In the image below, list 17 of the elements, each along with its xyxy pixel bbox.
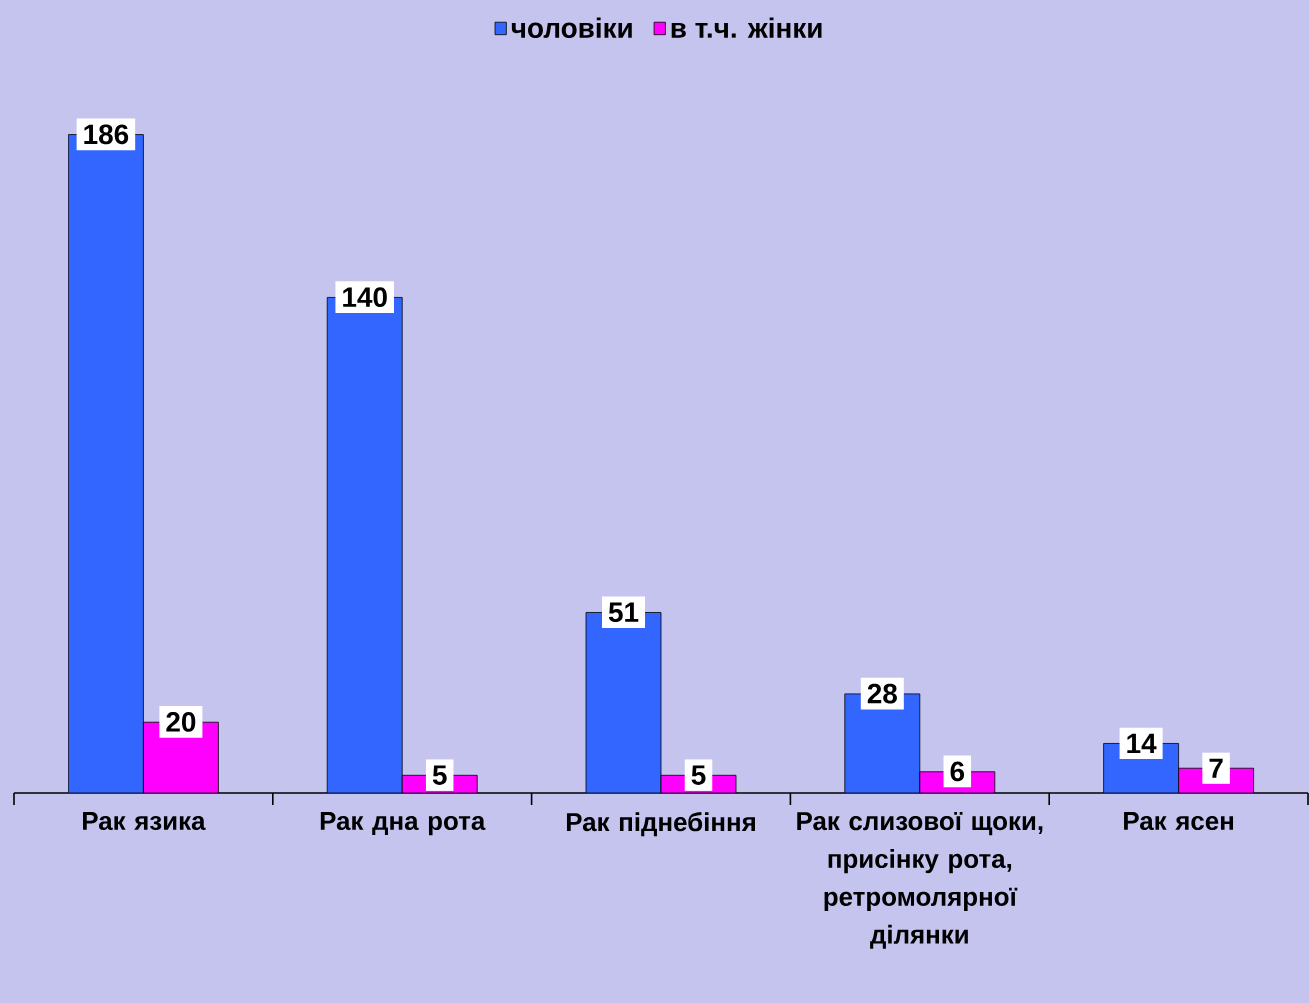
x-tick-label: Рак піднебіння xyxy=(566,812,755,837)
x-tick-label: Рак дна рота xyxy=(320,812,486,836)
data-label: 186 xyxy=(84,124,129,145)
data-label: 14 xyxy=(1127,733,1157,754)
x-tick-label: Рак язика xyxy=(83,812,206,831)
data-label: 7 xyxy=(1209,758,1223,778)
legend-label: в т.ч. жінки xyxy=(671,17,822,38)
data-label: 51 xyxy=(608,602,639,623)
data-label: 20 xyxy=(166,712,196,732)
legend-label: чоловіки xyxy=(511,17,632,38)
data-label: 28 xyxy=(867,683,897,704)
x-tick-label: Рак ясен xyxy=(1124,812,1234,831)
x-tick-label: Рак слизової щоки, присінку рота, ретромолярної ділянки xyxy=(797,812,1043,949)
data-label: 140 xyxy=(343,287,387,308)
data-label: 5 xyxy=(432,765,447,785)
data-label: 5 xyxy=(691,765,706,785)
data-label: 6 xyxy=(950,761,965,782)
